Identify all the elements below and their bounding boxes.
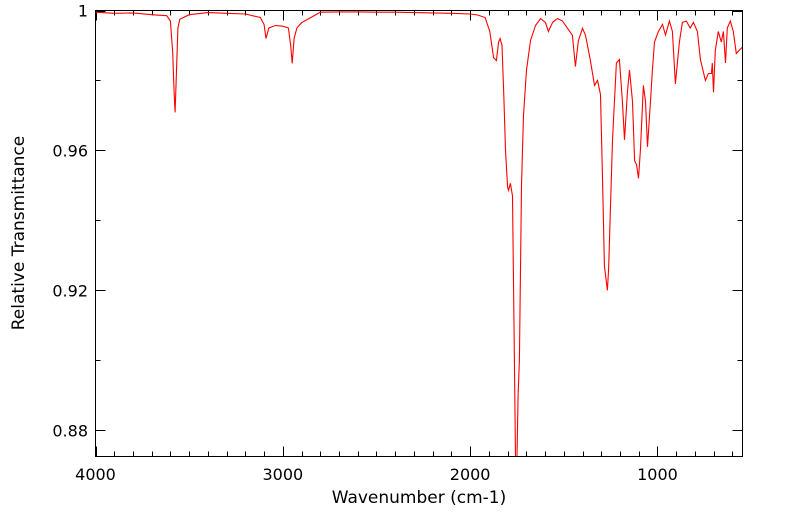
x-tick-label: 2000 [450,465,491,484]
y-tick-label: 0.92 [52,281,88,300]
x-tick-label: 1000 [637,465,678,484]
minor-ticks [95,10,743,457]
plot-frame [95,10,743,457]
x-tick-label: 4000 [75,465,116,484]
tick-labels: 4000 3000 2000 1000 1 0.96 0.92 0.88 [52,2,677,485]
y-tick-label: 1 [78,2,88,21]
y-axis-title: Relative Transmittance [9,136,29,331]
x-axis-title: Wavenumber (cm-1) [332,488,507,508]
spectrum-line [95,11,743,458]
y-tick-label: 0.88 [52,421,88,440]
x-tick-label: 3000 [262,465,303,484]
major-ticks [95,10,743,457]
y-tick-label: 0.96 [52,141,88,160]
